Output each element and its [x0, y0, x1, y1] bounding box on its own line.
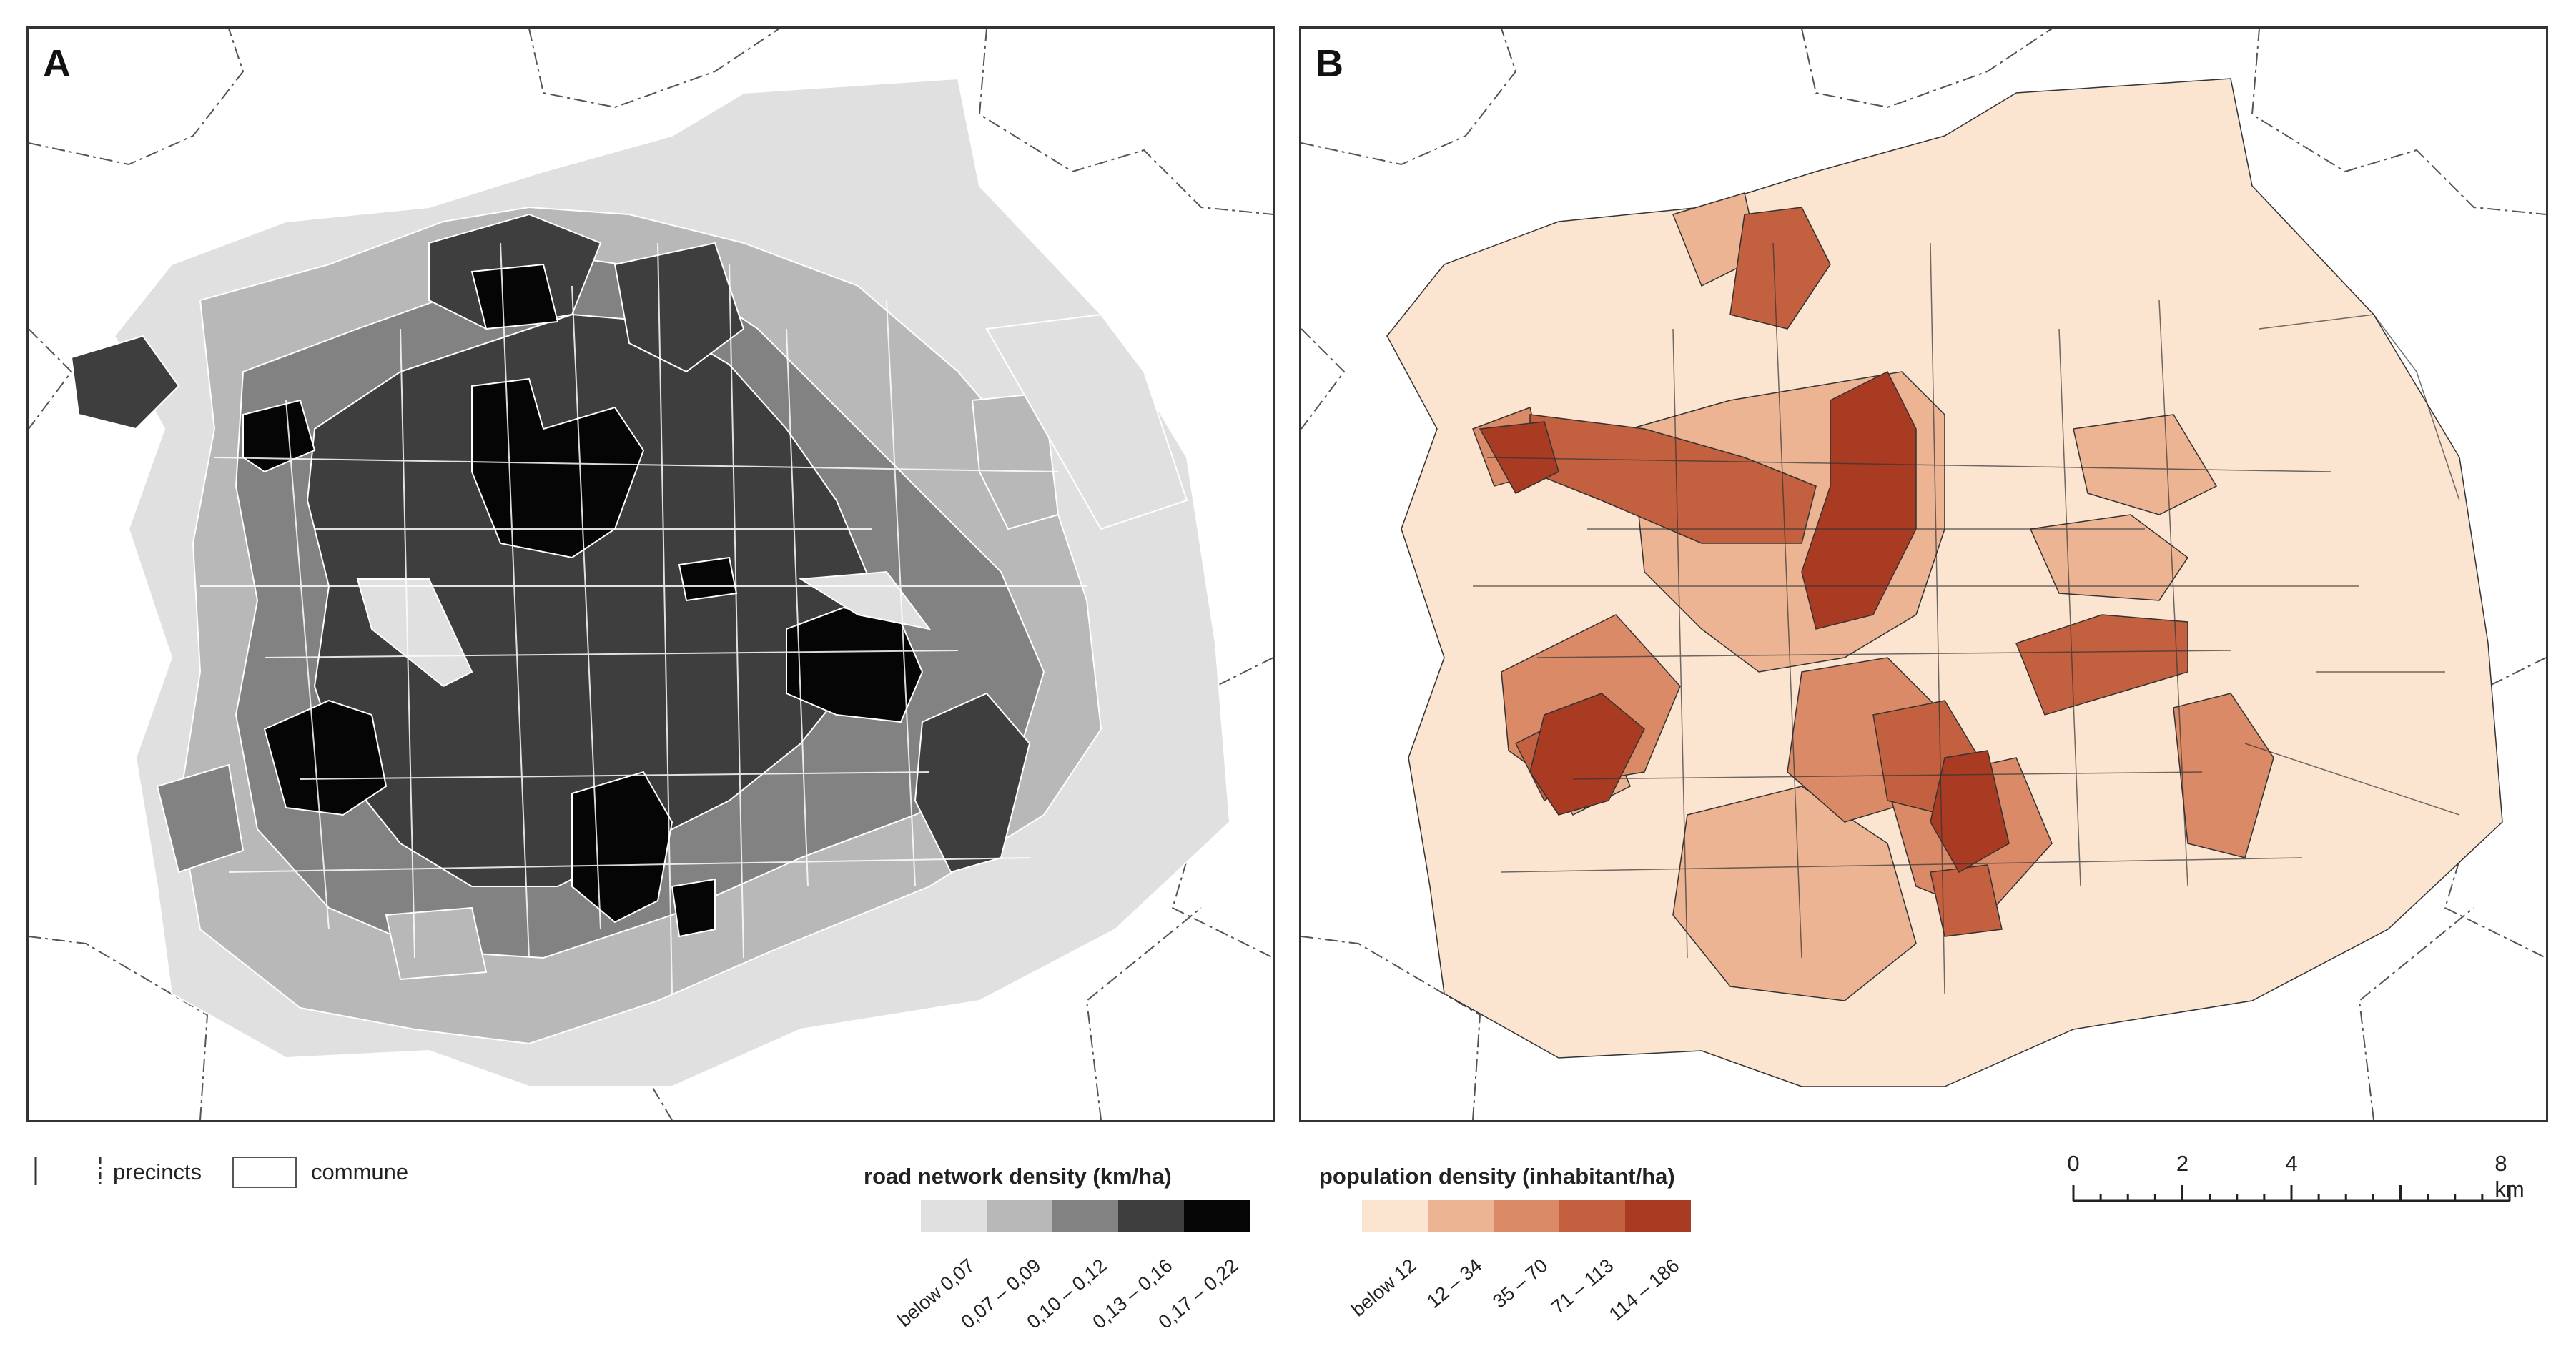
pop-legend-class-label: below 12: [1347, 1254, 1421, 1321]
precinct-polygons: [70, 77, 1231, 1087]
panel-label-a: A: [43, 42, 71, 85]
pop-legend-title: population density (inhabitant/ha): [1319, 1164, 1675, 1189]
road-legend-title: road network density (km/ha): [864, 1164, 1172, 1189]
precinct-lines: [200, 242, 1087, 994]
road-legend-swatch: [1118, 1200, 1184, 1232]
pop-legend-swatch: [1559, 1200, 1625, 1232]
commune-boundaries-b: [1301, 29, 2546, 1120]
road-legend-swatch: [1184, 1200, 1250, 1232]
precinct-polygons-b: [1386, 78, 2503, 1087]
map-panel-road-density: A: [26, 26, 1275, 1122]
pop-legend-class-label: 114 – 186: [1604, 1254, 1684, 1325]
pop-legend-swatch: [1362, 1200, 1428, 1232]
road-legend-swatch: [987, 1200, 1052, 1232]
pop-legend-swatch: [1428, 1200, 1494, 1232]
pop-legend-swatch: [1494, 1200, 1559, 1232]
population-density-map: [1301, 29, 2546, 1120]
precincts-label: precincts: [113, 1159, 202, 1184]
scale-tick-label: 0: [2067, 1151, 2080, 1176]
commune-boundaries: [29, 29, 1273, 1120]
road-legend-swatch: [921, 1200, 987, 1232]
pop-legend-swatch: [1625, 1200, 1691, 1232]
panel-label-b: B: [1316, 42, 1343, 85]
scale-bar: 0 2 4 8 km: [2065, 1151, 2525, 1229]
road-legend-swatch: [1052, 1200, 1118, 1232]
precinct-lines-b: [1473, 242, 2460, 994]
map-panel-population-density: B: [1299, 26, 2548, 1122]
scale-tick-label: 2: [2176, 1151, 2189, 1176]
scale-tick-label: 4: [2285, 1151, 2298, 1176]
scale-end-label: 8 km: [2494, 1151, 2525, 1202]
precincts-symbol: [34, 1157, 102, 1185]
road-density-map: [29, 29, 1273, 1120]
pop-legend-class-label: 35 – 70: [1488, 1254, 1552, 1312]
commune-label: commune: [311, 1159, 409, 1184]
scale-bar-line: [2072, 1185, 2511, 1202]
pop-legend-class-label: 12 – 34: [1422, 1254, 1486, 1312]
commune-symbol: [232, 1157, 297, 1188]
